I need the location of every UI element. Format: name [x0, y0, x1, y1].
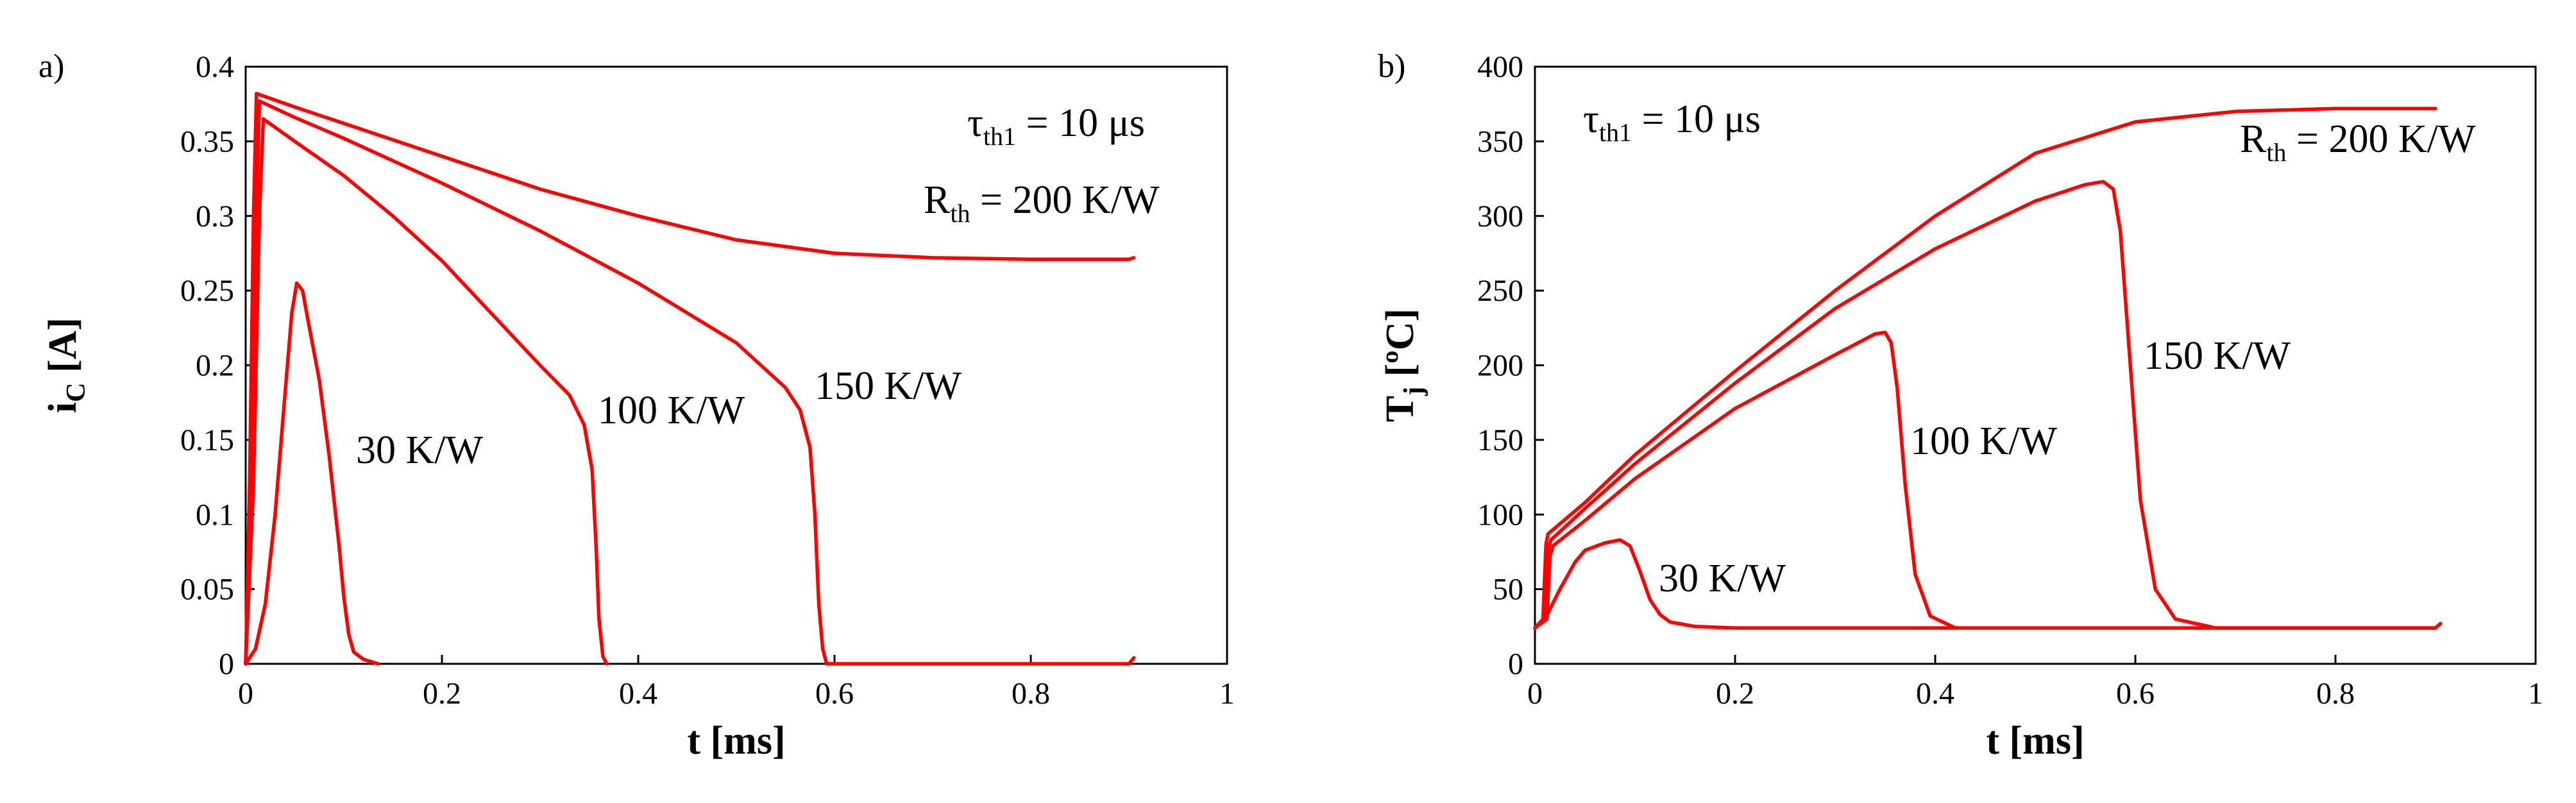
series-rth-200-k-w-line	[1533, 106, 2437, 630]
x-tick-label: 0.4	[1916, 677, 1954, 711]
y-axis-title-sub: C	[62, 383, 91, 402]
x-tick-label: 1	[2528, 677, 2543, 711]
y-tick-label: 0.3	[196, 199, 234, 233]
rth-annotation-rest: = 200 K/W	[970, 178, 1159, 222]
tau-annotation-sub: th1	[983, 122, 1016, 151]
series-30-k-w-line	[244, 281, 380, 666]
panel-label: b)	[1378, 48, 1405, 85]
y-tick-label: 0.1	[196, 498, 234, 532]
x-tick-label: 0.2	[423, 677, 461, 711]
y-tick-label: 0.35	[180, 124, 234, 158]
y-tick-label: 400	[1477, 50, 1523, 84]
series-150-k-w-line	[244, 99, 1136, 666]
y-tick-label: 100	[1477, 498, 1523, 532]
label-k150: 150 K/W	[2144, 334, 2291, 378]
series-30-k-w-line	[1533, 538, 2437, 630]
x-tick-label: 0	[1527, 677, 1543, 711]
y-axis-title-sub: j	[1399, 387, 1428, 396]
rth-annotation-sub: th	[2266, 138, 2286, 167]
rth-annotation: Rth = 200 K/W	[924, 178, 1160, 228]
y-tick-label: 0.4	[196, 50, 234, 84]
x-tick-label: 0.8	[2316, 677, 2355, 711]
y-axis-title-main: i	[41, 402, 85, 413]
y-tick-label: 50	[1493, 573, 1523, 607]
y-tick-label: 0.15	[180, 423, 234, 457]
tau-annotation-sub: th1	[1599, 118, 1632, 147]
plot-frame	[244, 65, 1228, 665]
label-k30: 30 K/W	[356, 428, 484, 472]
y-tick-label: 200	[1477, 349, 1523, 383]
series-rth-200-k-w-line	[244, 92, 1136, 666]
y-tick-label: 300	[1477, 199, 1523, 233]
y-axis-title-main: T	[1378, 396, 1422, 422]
chart-panel-b: 0 50 100 150 200 250 300 350 400 0 0.2 0.4 0.6 0.8 1 t …	[1378, 48, 2543, 763]
rth-annotation: Rth = 200 K/W	[2240, 117, 2476, 167]
y-tick-label: 0.25	[180, 274, 234, 308]
x-axis-title: t [ms]	[1986, 719, 2084, 763]
y-axis-title: iC [A]	[41, 317, 91, 413]
rth-annotation-rest: = 200 K/W	[2286, 117, 2475, 161]
tau-annotation-main: τ	[967, 101, 983, 145]
label-k150: 150 K/W	[815, 364, 962, 408]
y-tick-label: 350	[1477, 124, 1523, 158]
y-axis-title-unit: [ºC]	[1378, 309, 1422, 387]
x-tick-label: 0.2	[1716, 677, 1754, 711]
series-100-k-w-line	[244, 117, 609, 666]
tau-annotation: τth1 = 10 μs	[1583, 97, 1761, 147]
y-axis-title-unit: [A]	[41, 317, 85, 383]
x-tick-label: 1	[1219, 677, 1235, 711]
label-k100: 100 K/W	[598, 389, 745, 432]
x-tick-label: 0.6	[2116, 677, 2155, 711]
chart-panel-a: 0 0.05 0.1 0.15 0.2 0.25 0.3 0.35 0.4 0 0.2 0.4 0.6 0…	[38, 48, 1235, 763]
y-axis-title: Tj [ºC]	[1378, 309, 1428, 422]
tau-annotation: τth1 = 10 μs	[967, 101, 1145, 151]
y-tick-label: 0	[1508, 647, 1523, 681]
rth-annotation-sub: th	[950, 199, 970, 228]
y-tick-label: 250	[1477, 274, 1523, 308]
x-tick-label: 0.4	[619, 677, 657, 711]
label-k100: 100 K/W	[1910, 419, 2058, 463]
y-tick-label: 0.2	[196, 349, 234, 383]
tau-annotation-main: τ	[1583, 97, 1599, 141]
y-tick-label: 0.05	[180, 573, 234, 607]
series-150-k-w-line	[1533, 180, 2443, 630]
y-tick-label: 0	[219, 647, 234, 681]
rth-annotation-main: R	[2240, 117, 2267, 161]
rth-annotation-main: R	[924, 178, 951, 222]
x-tick-label: 0.8	[1012, 677, 1050, 711]
label-k30: 30 K/W	[1659, 557, 1786, 600]
series-100-k-w-line	[1533, 330, 1957, 630]
tau-annotation-rest: = 10 μs	[1632, 97, 1761, 141]
y-tick-label: 150	[1477, 423, 1523, 457]
x-axis-title: t [ms]	[687, 719, 785, 763]
x-tick-label: 0	[238, 677, 253, 711]
tau-annotation-rest: = 10 μs	[1016, 101, 1145, 145]
panel-label: a)	[38, 48, 64, 85]
x-tick-label: 0.6	[815, 677, 854, 711]
